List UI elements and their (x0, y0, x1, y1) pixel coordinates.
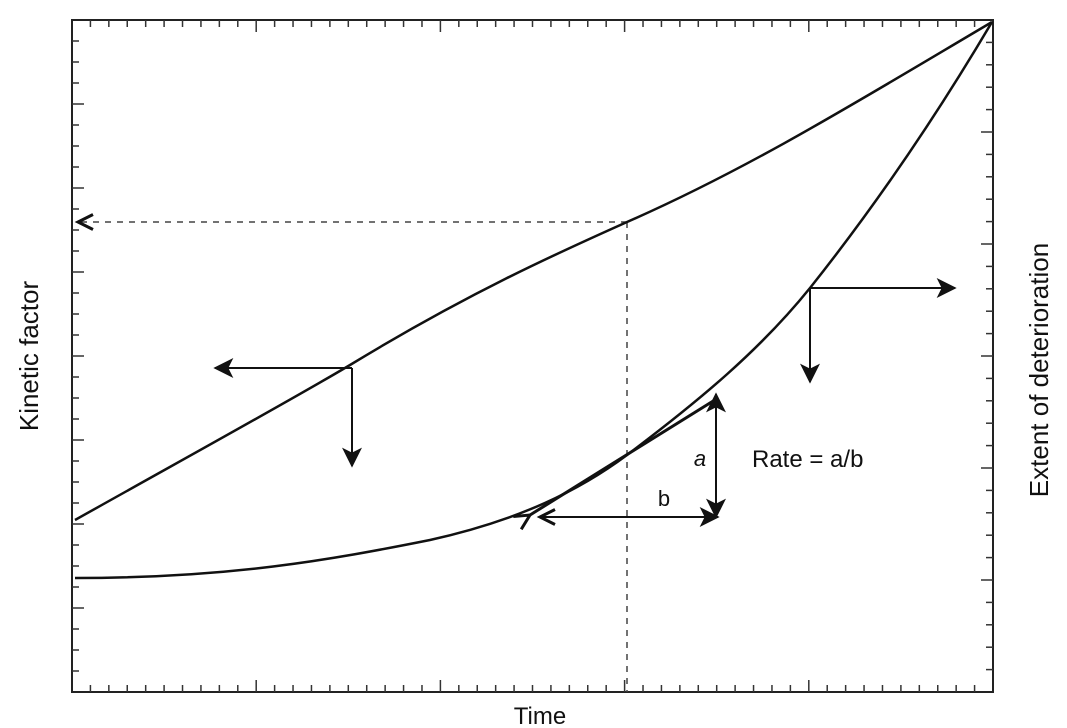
x-axis-label: Time (514, 703, 566, 728)
kinetic-factor-curve (74, 20, 993, 522)
axis-ticks (72, 20, 993, 692)
a-label: a (694, 446, 706, 471)
plot-frame (71, 19, 994, 693)
tangent-line (513, 396, 719, 531)
deterioration-curve (74, 21, 994, 580)
left-axis-label: Kinetic factor (14, 281, 44, 432)
rate-label: Rate = a/b (752, 446, 863, 473)
b-label: b (658, 486, 670, 511)
right-axis-label: Extent of deterioration (1024, 243, 1054, 497)
